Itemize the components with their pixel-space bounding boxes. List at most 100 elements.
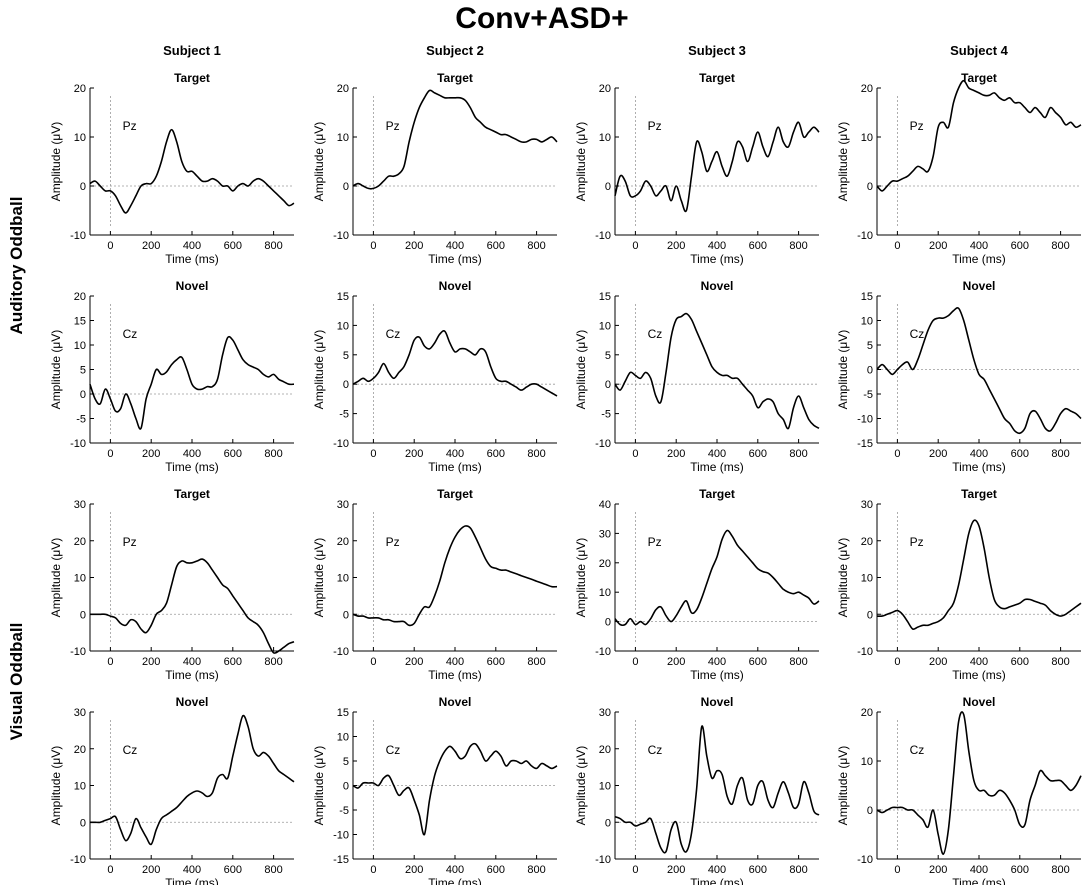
x-tick-label: 600 [487, 656, 505, 668]
x-tick-label: 0 [632, 448, 638, 460]
x-tick-label: 200 [142, 656, 160, 668]
x-tick-label: 400 [970, 864, 988, 876]
subject-header-1: Subject 1 [163, 43, 221, 58]
y-tick-label: 30 [861, 499, 873, 511]
x-tick-label: 600 [224, 656, 242, 668]
y-tick-label: 5 [343, 756, 349, 768]
erp-trace-line [352, 330, 558, 397]
x-tick-label: 600 [1011, 240, 1029, 252]
x-axis-label: Time (ms) [952, 876, 1006, 885]
y-tick-label: 0 [605, 181, 611, 193]
panel-title: Target [961, 71, 997, 85]
y-tick-label: 20 [74, 744, 86, 756]
x-tick-label: 600 [487, 864, 505, 876]
panel-r4-c2: Novel -15 -10 -5 0 5 10 15 0 200 400 600 800 Time (ms… [312, 695, 558, 885]
y-tick-label: 20 [74, 83, 86, 95]
y-tick-label: 20 [599, 83, 611, 95]
x-tick-label: 800 [1051, 448, 1069, 460]
x-tick-label: 800 [264, 448, 282, 460]
y-tick-label: 10 [861, 132, 873, 144]
x-axis-label: Time (ms) [428, 460, 482, 474]
x-tick-label: 400 [446, 448, 464, 460]
x-tick-label: 400 [708, 864, 726, 876]
y-tick-label: 10 [74, 781, 86, 793]
x-tick-label: 200 [405, 864, 423, 876]
y-tick-label: -10 [595, 438, 611, 450]
panel-title: Target [174, 71, 210, 85]
y-tick-label: -10 [857, 646, 873, 658]
y-axis-label: Amplitude (μV) [312, 538, 326, 618]
y-tick-label: -10 [70, 230, 86, 242]
x-tick-label: 800 [527, 448, 545, 460]
x-tick-label: 0 [107, 864, 113, 876]
y-axis-label: Amplitude (μV) [574, 538, 588, 618]
y-tick-label: 0 [80, 609, 86, 621]
x-tick-label: 0 [370, 240, 376, 252]
electrode-label: Pz [123, 535, 137, 549]
x-axis-label: Time (ms) [952, 460, 1006, 474]
y-tick-label: -15 [857, 438, 873, 450]
y-tick-label: 10 [599, 587, 611, 599]
x-tick-label: 800 [789, 656, 807, 668]
y-axis-label: Amplitude (μV) [574, 746, 588, 826]
row-group-label-visual-oddball: Visual Oddball [7, 623, 26, 741]
y-tick-label: -10 [333, 438, 349, 450]
x-axis-label: Time (ms) [690, 460, 744, 474]
y-tick-label: 0 [343, 609, 349, 621]
electrode-label: Pz [648, 535, 662, 549]
erp-trace-line [352, 742, 558, 836]
y-tick-label: 15 [599, 291, 611, 303]
y-tick-label: 20 [337, 536, 349, 548]
y-tick-label: 15 [74, 316, 86, 328]
y-tick-label: 5 [867, 340, 873, 352]
y-tick-label: 30 [337, 499, 349, 511]
panel-r3-c1: Target -10 0 10 20 30 0 200 400 600 800 Time (ms) Am… [49, 487, 295, 682]
x-tick-label: 400 [708, 656, 726, 668]
erp-trace-line [89, 335, 295, 430]
x-tick-label: 800 [1051, 240, 1069, 252]
y-tick-label: 20 [861, 536, 873, 548]
x-axis-label: Time (ms) [952, 252, 1006, 266]
y-tick-label: 20 [861, 707, 873, 719]
x-tick-label: 400 [446, 864, 464, 876]
x-axis-label: Time (ms) [165, 460, 219, 474]
x-axis-label: Time (ms) [428, 252, 482, 266]
y-tick-label: -10 [595, 854, 611, 866]
x-tick-label: 0 [632, 240, 638, 252]
y-tick-label: -10 [857, 230, 873, 242]
electrode-label: Pz [386, 119, 400, 133]
x-tick-label: 0 [894, 448, 900, 460]
y-tick-label: 5 [343, 350, 349, 362]
y-tick-label: -5 [863, 389, 873, 401]
x-tick-label: 400 [183, 864, 201, 876]
panel-r3-c2: Target -10 0 10 20 30 0 200 400 600 800 Time (ms) Am… [312, 487, 558, 682]
y-tick-label: 20 [74, 291, 86, 303]
y-tick-label: 5 [80, 365, 86, 377]
erp-trace-line [876, 79, 1082, 192]
x-tick-label: 200 [667, 864, 685, 876]
electrode-label: Cz [648, 743, 663, 757]
panel-title: Target [437, 71, 473, 85]
x-tick-label: 200 [405, 448, 423, 460]
x-tick-label: 200 [667, 656, 685, 668]
x-tick-label: 400 [708, 240, 726, 252]
x-tick-label: 400 [708, 448, 726, 460]
electrode-label: Pz [123, 119, 137, 133]
erp-trace-line [876, 519, 1082, 631]
panel-title: Novel [176, 279, 209, 293]
y-tick-label: -10 [333, 230, 349, 242]
x-tick-label: 200 [929, 656, 947, 668]
erp-trace-line [89, 558, 295, 654]
subject-headers: Subject 1 Subject 2 Subject 3 Subject 4 [163, 43, 1009, 58]
y-tick-label: 0 [867, 181, 873, 193]
x-tick-label: 800 [789, 864, 807, 876]
x-tick-label: 200 [405, 656, 423, 668]
y-tick-label: 0 [867, 609, 873, 621]
y-tick-label: 10 [337, 320, 349, 332]
panel-r3-c4: Target -10 0 10 20 30 0 200 400 600 800 Time (ms) Am… [836, 487, 1082, 682]
electrode-label: Pz [386, 535, 400, 549]
x-tick-label: 600 [749, 448, 767, 460]
figure-title: Conv+ASD+ [455, 2, 628, 35]
y-tick-label: 0 [867, 365, 873, 377]
